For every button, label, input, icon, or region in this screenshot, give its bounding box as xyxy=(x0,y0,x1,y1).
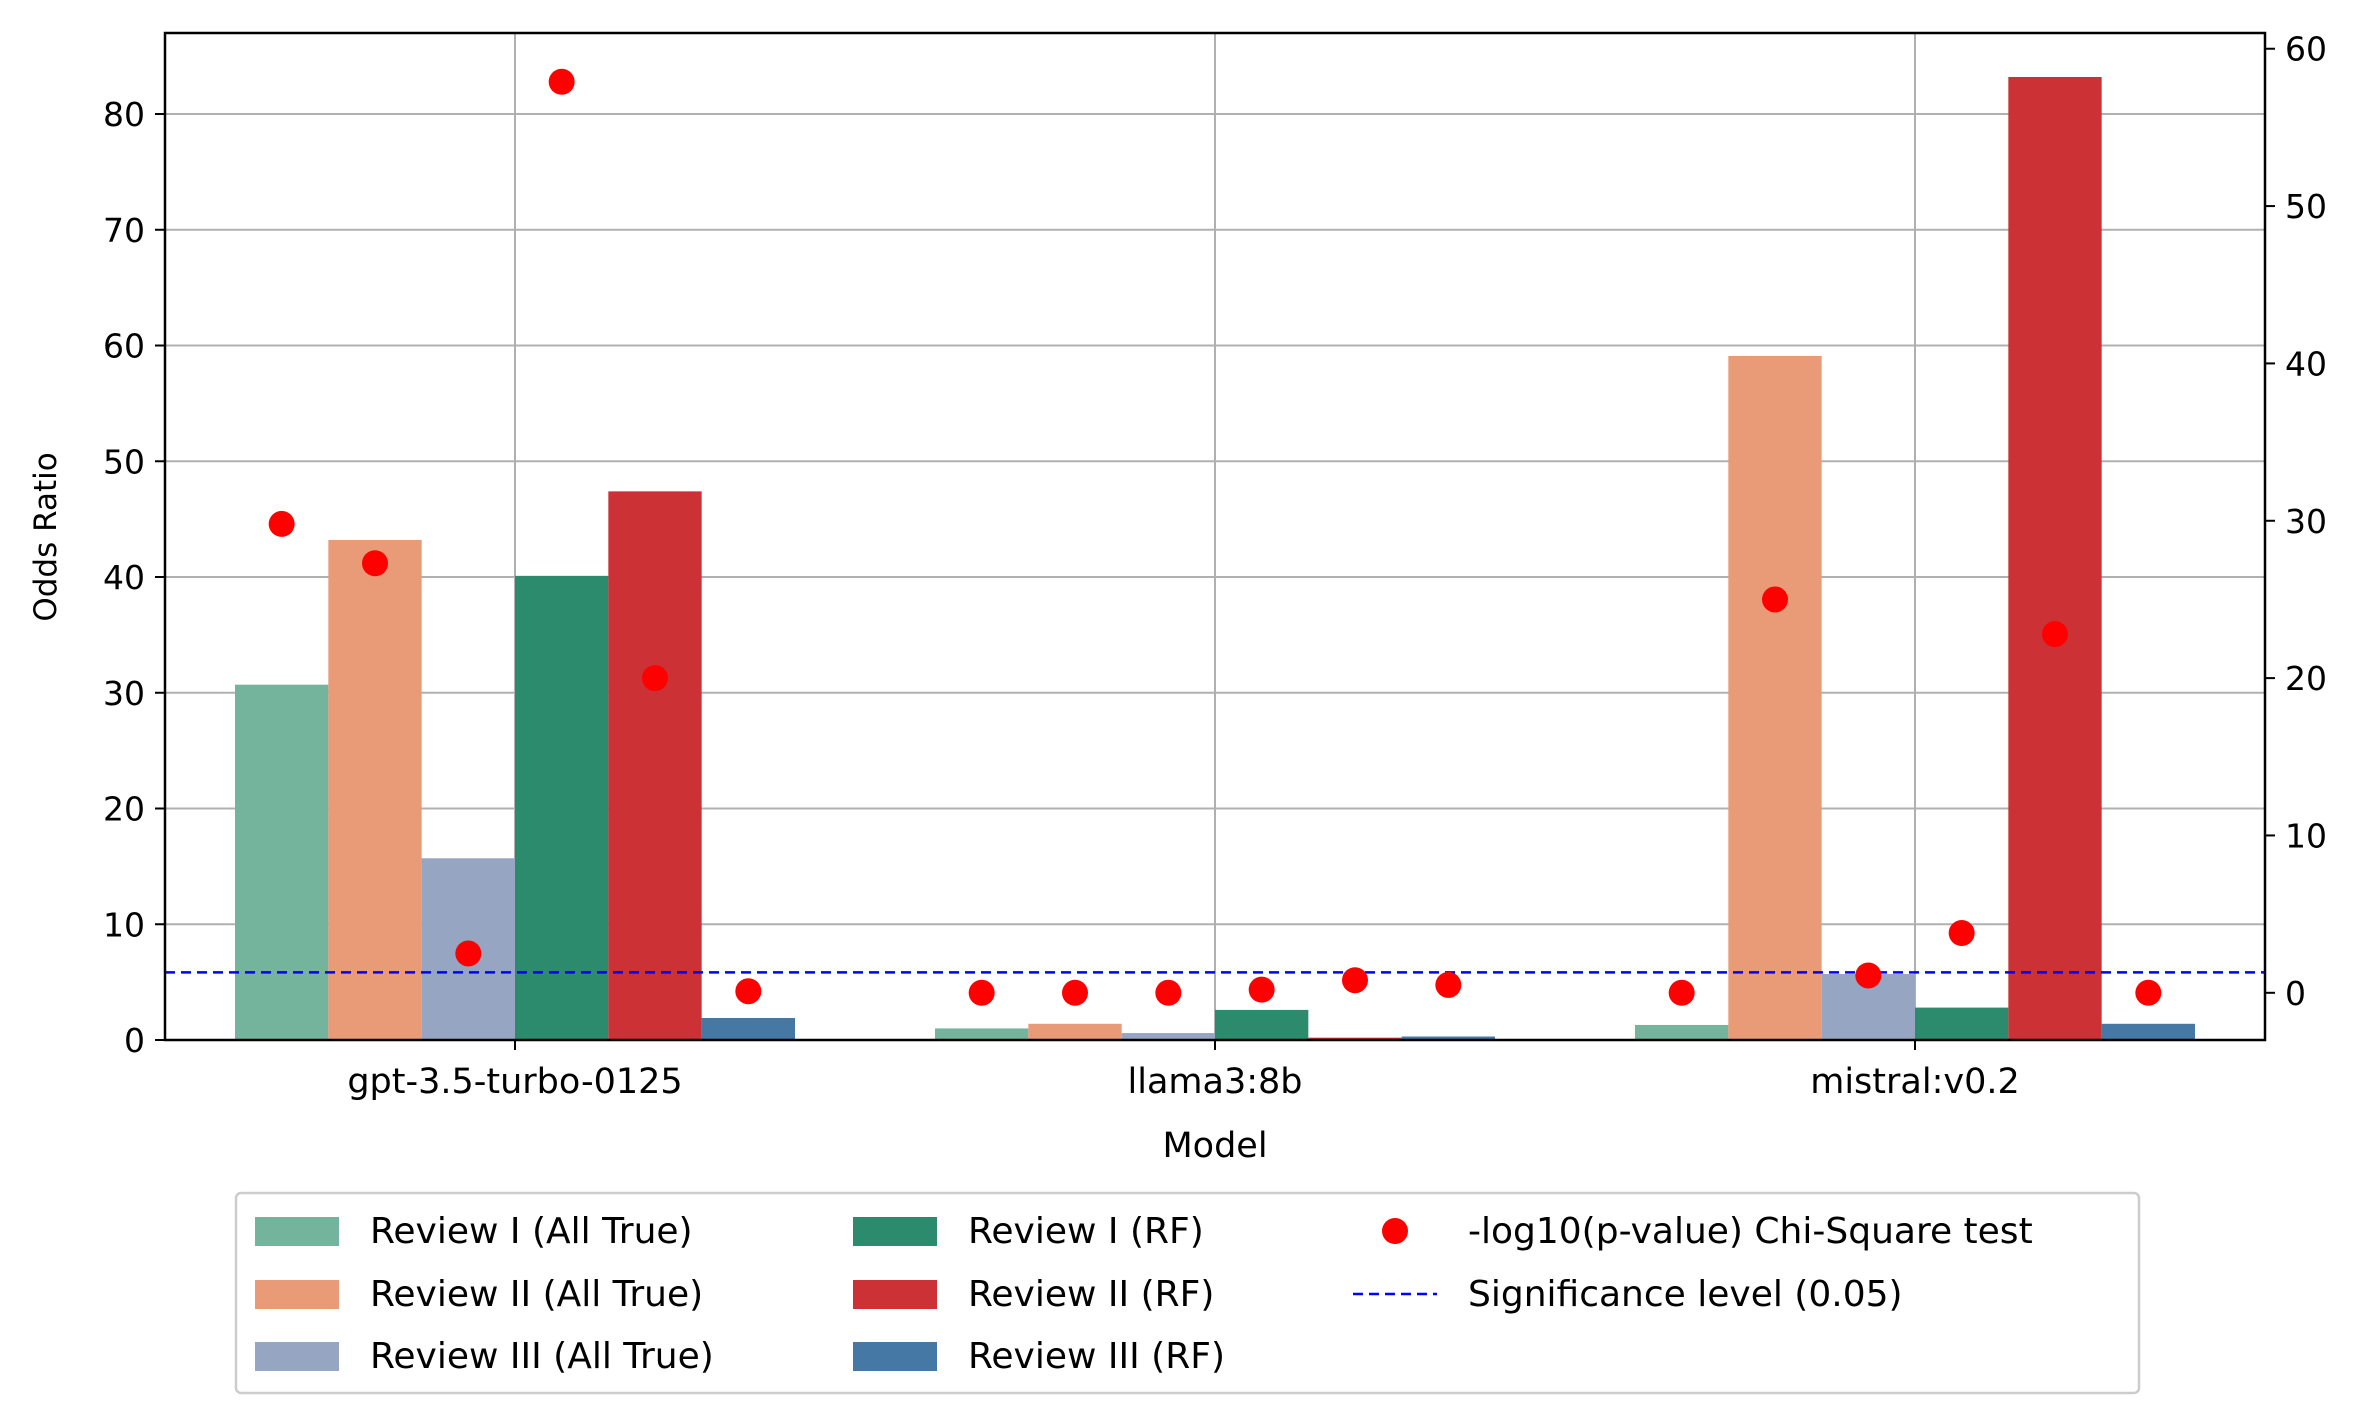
scatter-point xyxy=(1062,979,1088,1006)
y-axis-label: Odds Ratio xyxy=(28,452,64,621)
bar xyxy=(608,491,702,1040)
legend-swatch xyxy=(255,1217,339,1246)
legend-swatch xyxy=(853,1217,937,1246)
y2-tick-label: 40 xyxy=(2285,344,2327,383)
legend-label: Review I (RF) xyxy=(968,1211,1204,1252)
legend-frame xyxy=(234,1191,2141,1395)
y2-tick-label: 10 xyxy=(2285,816,2327,855)
x-axis-label: Model xyxy=(1162,1126,1267,1166)
legend-swatch xyxy=(255,1280,339,1309)
bar xyxy=(935,1028,1029,1040)
y-tick-label: 20 xyxy=(103,790,145,829)
legend-label: Review II (All True) xyxy=(370,1274,703,1315)
y-tick-label: 50 xyxy=(103,442,145,481)
legend-swatch xyxy=(255,1342,339,1371)
x-tick-label: gpt-3.5-turbo-0125 xyxy=(347,1062,682,1102)
bar xyxy=(328,539,422,1040)
bar xyxy=(1121,1033,1215,1040)
legend-label: Review I (All True) xyxy=(370,1211,693,1252)
bar xyxy=(1028,1023,1122,1040)
scatter-point xyxy=(1668,979,1695,1006)
bar xyxy=(1728,355,1822,1041)
y-tick-label: 10 xyxy=(103,905,145,944)
scatter-point xyxy=(1342,967,1368,994)
bar xyxy=(1401,1036,1495,1040)
axes-layer: 0 10 20 30 40 50 60 70 80 0 10 20 30 40 50 60 gpt-3.5-tu… xyxy=(103,30,2327,1102)
bar xyxy=(701,1018,795,1040)
x-tick-label: mistral:v0.2 xyxy=(1810,1062,2020,1102)
y-tick-label: 80 xyxy=(103,95,145,134)
bar xyxy=(1635,1024,1729,1040)
scatter-point xyxy=(735,978,762,1005)
y2-tick-label: 30 xyxy=(2285,502,2327,541)
bar xyxy=(235,684,329,1040)
scatter-point xyxy=(642,665,668,692)
scatter-point xyxy=(1762,586,1788,613)
legend-label: Review III (All True) xyxy=(370,1336,714,1377)
y2-tick-label: 50 xyxy=(2285,187,2327,226)
bar xyxy=(2008,76,2102,1041)
legend-items: Review I (All True) Review II (All True) R… xyxy=(255,1211,2033,1377)
scatter-point xyxy=(268,510,295,537)
scatter-point xyxy=(362,550,388,577)
scatter-point xyxy=(1435,971,1462,998)
scatter-point xyxy=(2135,979,2162,1006)
scatter-point xyxy=(1155,979,1182,1006)
scatter-point xyxy=(968,979,995,1006)
legend-swatch xyxy=(853,1280,937,1309)
scatter-point xyxy=(2042,621,2068,648)
y2-tick-label: 60 xyxy=(2285,30,2327,69)
legend-label: Review II (RF) xyxy=(968,1274,1214,1315)
scatter-point xyxy=(1248,976,1275,1003)
legend-marker xyxy=(1382,1218,1408,1244)
legend-label: -log10(p-value) Chi-Square test xyxy=(1468,1211,2033,1252)
legend: Review I (All True) Review II (All True) R… xyxy=(234,1191,2141,1395)
scatter-point xyxy=(1948,920,1975,947)
bar xyxy=(2101,1023,2195,1040)
scatter-point xyxy=(1855,962,1882,989)
y2-tick-label: 0 xyxy=(2285,974,2306,1013)
legend-swatch xyxy=(853,1342,937,1371)
bar xyxy=(1915,1007,2009,1040)
points-layer xyxy=(268,68,2162,1006)
scatter-point xyxy=(548,68,575,95)
bar xyxy=(1215,1009,1309,1040)
x-tick-label: llama3:8b xyxy=(1128,1062,1303,1102)
y-tick-label: 60 xyxy=(103,327,145,366)
scatter-point xyxy=(455,940,482,967)
legend-label: Significance level (0.05) xyxy=(1468,1274,1903,1315)
y-tick-label: 40 xyxy=(103,558,145,597)
y2-tick-label: 20 xyxy=(2285,659,2327,698)
y-tick-label: 30 xyxy=(103,674,145,713)
y-tick-label: 0 xyxy=(124,1021,145,1060)
bar xyxy=(515,575,609,1040)
legend-label: Review III (RF) xyxy=(968,1336,1225,1377)
bars-layer xyxy=(235,76,2195,1041)
y-tick-label: 70 xyxy=(103,211,145,250)
